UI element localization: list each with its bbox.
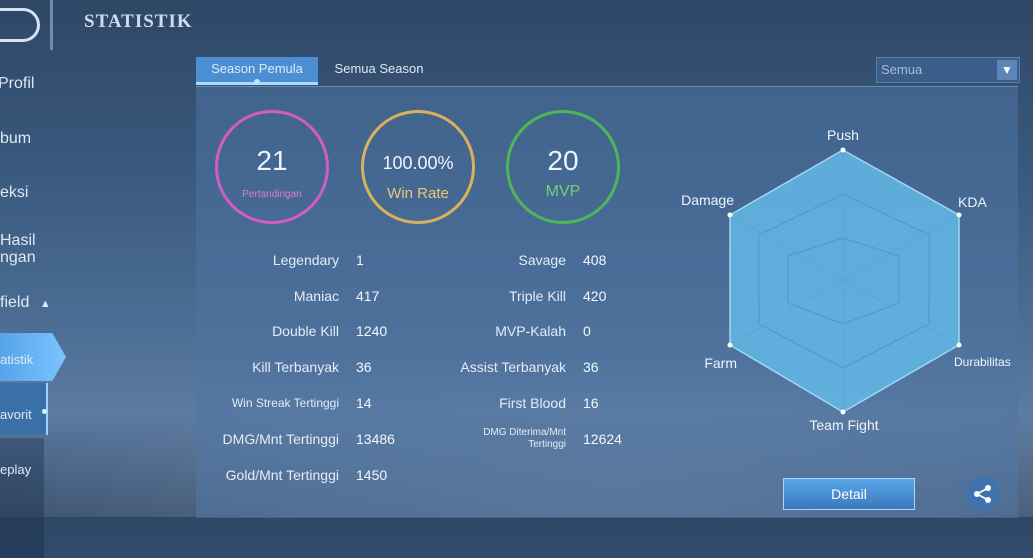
matches-label: Pertandingan: [242, 189, 302, 200]
radar-vertex-push: [840, 147, 846, 153]
stat-label-assist-terbanyak: Assist Terbanyak: [460, 359, 566, 375]
stat-value-triple-kill: 420: [583, 288, 607, 304]
detail-button[interactable]: Detail: [783, 478, 915, 510]
stat-label-mvp-kalah: MVP-Kalah: [495, 323, 566, 339]
radar-label-farm: Farm: [704, 355, 737, 371]
back-icon[interactable]: [0, 8, 40, 42]
season-filter-select[interactable]: Semua ▼: [876, 57, 1020, 83]
sidebar-item-battlefield-label: field: [0, 294, 30, 311]
stat-label-dmg-mnt: DMG/Mnt Tertinggi: [222, 431, 339, 447]
stat-label-double-kill: Double Kill: [272, 323, 339, 339]
stat-label-dmg-diterima: DMG Diterima/Mnt Tertinggi: [483, 427, 566, 450]
radar-label-durabilitas: Durabilitas: [954, 355, 1011, 369]
radar-vertex-kda: [956, 212, 962, 218]
radar-label-damage: Damage: [681, 192, 734, 208]
sidebar: Profil bum eksi Hasil ngan field ▲ atist…: [0, 55, 70, 558]
sidebar-item-profil[interactable]: Profil: [0, 75, 35, 92]
radar-spoke-damage: [729, 214, 844, 281]
radar-spoke-durabilitas: [842, 279, 960, 346]
mvp-circle: 20 MVP: [506, 110, 620, 224]
sidebar-active-highlight: [0, 333, 66, 381]
stat-label-win-streak: Win Streak Tertinggi: [231, 396, 339, 410]
sidebar-submenu-background: [0, 438, 44, 558]
stat-value-win-streak: 14: [356, 395, 372, 411]
stat-value-kill-terbanyak: 36: [356, 359, 372, 375]
radar-vertex-farm: [727, 342, 733, 348]
mvp-label: MVP: [545, 183, 581, 200]
selected-dot-icon: [42, 409, 47, 414]
radar-label-team-fight: Team Fight: [809, 417, 878, 433]
active-tab-dot-icon: [254, 79, 260, 85]
stat-value-dmg-diterima: 12624: [583, 431, 622, 447]
performance-radar-chart: Push KDA Durabilitas Team Fight Farm Dam…: [681, 127, 1011, 433]
stat-label-legendary: Legendary: [272, 252, 339, 268]
sidebar-item-koleksi[interactable]: eksi: [0, 184, 29, 201]
radar-vertex-durabilitas: [956, 342, 962, 348]
stat-label-savage: Savage: [518, 252, 566, 268]
sidebar-item-album[interactable]: bum: [0, 130, 32, 147]
matches-value: 21: [256, 145, 288, 176]
season-filter-value: Semua: [881, 62, 923, 77]
radar-label-kda: KDA: [958, 194, 987, 210]
stat-label-gold-mnt: Gold/Mnt Tertinggi: [225, 467, 339, 483]
sidebar-item-hasil-line2[interactable]: ngan: [0, 249, 36, 266]
stat-value-savage: 408: [583, 252, 607, 268]
chevron-up-icon: ▲: [39, 298, 51, 310]
sidebar-subitem-replay[interactable]: eplay: [0, 462, 32, 477]
stat-label-triple-kill: Triple Kill: [508, 288, 566, 304]
stat-value-legendary: 1: [356, 252, 364, 268]
radar-spoke-kda: [842, 214, 960, 281]
win-rate-circle: 100.00% Win Rate: [361, 110, 475, 224]
stat-value-assist-terbanyak: 36: [583, 359, 599, 375]
win-rate-label: Win Rate: [387, 185, 449, 202]
share-button[interactable]: [966, 477, 1000, 511]
stat-value-mvp-kalah: 0: [583, 323, 591, 339]
stat-value-maniac: 417: [356, 288, 380, 304]
stat-value-dmg-mnt: 13486: [356, 431, 395, 447]
stat-label-maniac: Maniac: [293, 288, 339, 304]
sidebar-subitem-active-highlight: [0, 383, 48, 435]
radar-vertex-damage: [727, 212, 733, 218]
radar-vertex-team-fight: [840, 409, 846, 415]
share-icon: [974, 485, 991, 503]
radar-label-push: Push: [827, 127, 859, 143]
sidebar-subitem-favorit[interactable]: avorit: [0, 407, 32, 422]
win-rate-value: 100.00%: [382, 153, 454, 173]
stat-value-double-kill: 1240: [356, 323, 388, 339]
stat-value-first-blood: 16: [583, 395, 599, 411]
matches-circle: 21 Pertandingan: [215, 110, 329, 224]
mvp-value: 20: [547, 145, 579, 176]
radar-spoke-farm: [729, 279, 844, 346]
stat-label-kill-terbanyak: Kill Terbanyak: [252, 359, 339, 375]
page-title: STATISTIK: [84, 11, 193, 32]
header-divider: [50, 0, 53, 50]
tab-semua-season[interactable]: Semua Season: [334, 61, 424, 76]
stat-label-first-blood: First Blood: [499, 395, 566, 411]
sidebar-item-hasil[interactable]: Hasil: [0, 232, 36, 249]
chevron-down-icon[interactable]: ▼: [997, 60, 1017, 80]
sidebar-item-battlefield[interactable]: field ▲: [0, 294, 51, 312]
sidebar-subitem-statistik[interactable]: atistik: [0, 352, 34, 367]
stat-value-gold-mnt: 1450: [356, 467, 388, 483]
